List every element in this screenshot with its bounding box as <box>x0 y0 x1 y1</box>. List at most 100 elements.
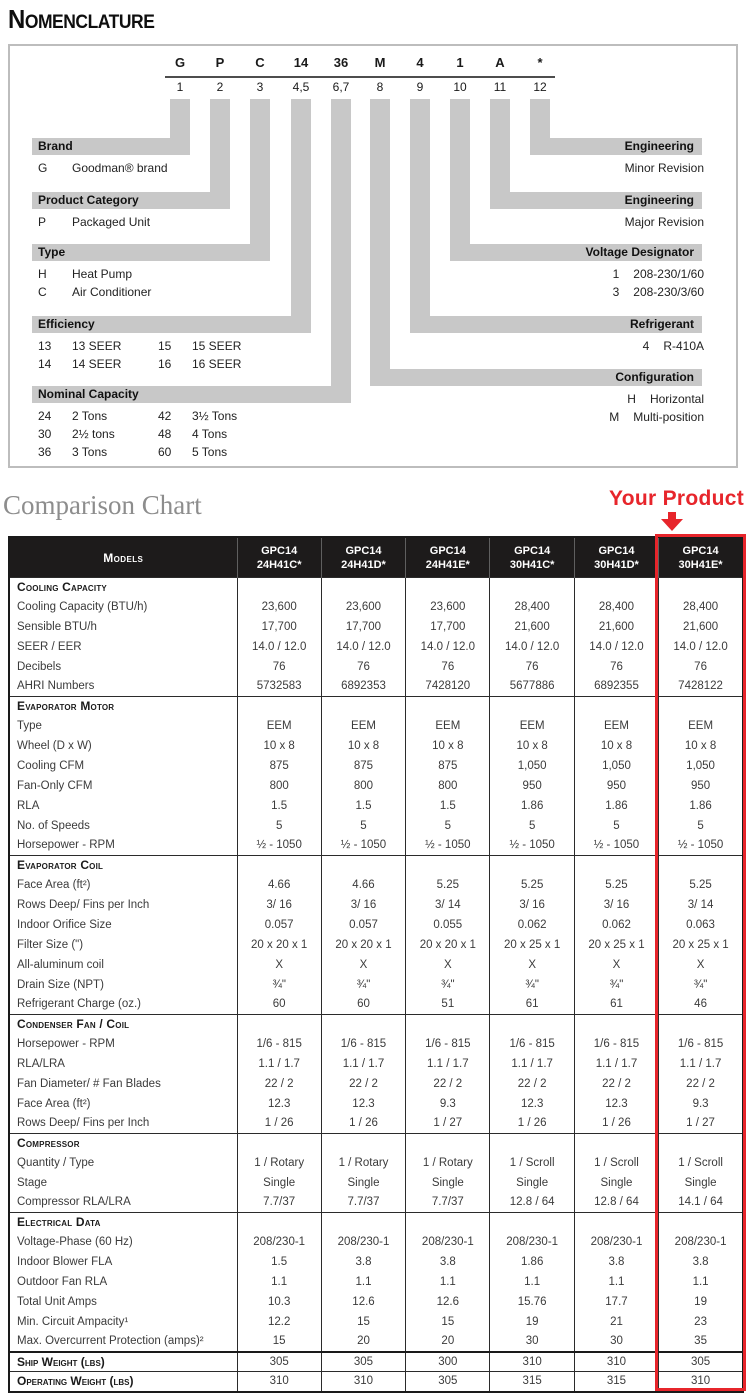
spec-label: RLA <box>17 799 40 812</box>
weight-row: Ship Weight (lbs) 305 305 300 310 310 305 <box>9 1351 743 1372</box>
spec-label: Decibels <box>17 660 62 673</box>
spec-row: Face Area (ft²) 12.3 12.3 9.3 12.3 12.3 9.3 <box>9 1093 743 1114</box>
position-number: 6,7 <box>332 80 350 94</box>
spec-label: Fan-Only CFM <box>17 779 93 792</box>
group-label-bar: Voltage Designator <box>450 244 702 261</box>
model-series: GPC14 <box>682 544 719 557</box>
spec-row: Cooling CFM 875 875 875 1,050 1,050 1,050 <box>9 755 743 776</box>
model-code-char: A <box>495 55 505 70</box>
position-number: 12 <box>533 80 547 94</box>
spec-value <box>236 855 322 875</box>
spec-value: 76 <box>405 656 490 677</box>
spec-value: 14.1 / 64 <box>658 1192 743 1213</box>
spec-value <box>405 1014 490 1034</box>
group-entry: C Air Conditioner <box>38 283 151 301</box>
spec-value: 76 <box>320 656 406 677</box>
spec-row: RLA 1.5 1.5 1.5 1.86 1.86 1.86 <box>9 795 743 816</box>
entry-code: 16 <box>158 357 172 371</box>
weight-row: Operating Weight (lbs) 310 310 305 315 315 310 <box>9 1371 743 1392</box>
spec-value: 1.86 <box>573 795 659 816</box>
group-entry: 16 16 SEER <box>158 355 241 373</box>
spec-value: EEM <box>405 715 490 736</box>
group-entry: 4 R-410A <box>643 337 704 355</box>
spec-value: Single <box>489 1172 575 1193</box>
spec-label: All-aluminum coil <box>17 958 104 971</box>
group-entry: P Packaged Unit <box>38 213 150 231</box>
spec-value: 1.1 <box>320 1271 406 1292</box>
spec-value: 14.0 / 12.0 <box>236 636 322 657</box>
spec-row: Quantity / Type 1 / Rotary 1 / Rotary 1 / R… <box>9 1152 743 1173</box>
spec-label: Sensible BTU/h <box>17 620 97 633</box>
spec-value: 35 <box>658 1331 743 1352</box>
spec-label: Cooling Capacity (BTU/h) <box>17 600 148 613</box>
spec-value: 1.5 <box>320 795 406 816</box>
spec-value: 1,050 <box>658 755 743 776</box>
nomenclature-title-rest: OMENCLATURE <box>24 12 155 33</box>
spec-value: 22 / 2 <box>236 1073 322 1094</box>
entry-description: Heat Pump <box>72 267 133 281</box>
spec-label: Face Area (ft²) <box>17 878 91 891</box>
spec-value: Single <box>236 1172 322 1193</box>
spec-label: Condenser Fan / Coil <box>17 1017 130 1032</box>
spec-value: 3/ 16 <box>320 894 406 915</box>
spec-value: 15 <box>320 1311 406 1332</box>
spec-value: 20 x 20 x 1 <box>236 934 322 955</box>
spec-label: Total Unit Amps <box>17 1295 97 1308</box>
entry-description: Multi-position <box>633 410 704 424</box>
spec-value: 20 x 25 x 1 <box>489 934 575 955</box>
entry-description: 2 Tons <box>72 409 108 423</box>
spec-label: Rows Deep/ Fins per Inch <box>17 1117 150 1130</box>
entry-description: 3½ Tons <box>192 409 238 423</box>
spec-value: 14.0 / 12.0 <box>405 636 490 657</box>
group-entry: 60 5 Tons <box>158 443 227 461</box>
model-column-header: GPC14 30H41D* <box>573 537 659 578</box>
spec-value: 305 <box>320 1351 406 1372</box>
spec-value: 1.1 / 1.7 <box>236 1053 322 1074</box>
spec-value <box>236 1133 322 1153</box>
spec-value: 1.1 <box>236 1271 322 1292</box>
spec-value: 9.3 <box>405 1093 490 1114</box>
spec-label: Fan Diameter/ # Fan Blades <box>17 1077 161 1090</box>
spec-value: 12.3 <box>489 1093 575 1114</box>
group-entry: 36 3 Tons <box>38 443 107 461</box>
spec-label: Indoor Orifice Size <box>17 918 112 931</box>
model-number: 30H41E* <box>678 558 723 571</box>
spec-value: 0.057 <box>236 914 322 935</box>
spec-value <box>236 577 322 597</box>
spec-value: 800 <box>320 775 406 796</box>
spec-value: 14.0 / 12.0 <box>320 636 406 657</box>
entry-code: 1 <box>612 267 620 281</box>
spec-value: 1 / 26 <box>573 1113 659 1134</box>
entry-code: 36 <box>38 445 52 459</box>
spec-value <box>236 696 322 716</box>
spec-value: 310 <box>489 1351 575 1372</box>
spec-value <box>573 855 659 875</box>
model-number: 30H41C* <box>509 558 555 571</box>
spec-value: 1.5 <box>236 1251 322 1272</box>
spec-value: 22 / 2 <box>405 1073 490 1094</box>
spec-row: Max. Overcurrent Protection (amps)² 15 20 2… <box>9 1331 743 1352</box>
entry-description: Goodman® brand <box>72 161 168 175</box>
spec-row: Indoor Blower FLA 1.5 3.8 3.8 1.86 3.8 3.8 <box>9 1251 743 1272</box>
spec-value: 310 <box>320 1371 406 1392</box>
spec-value: Single <box>658 1172 743 1193</box>
spec-value <box>320 1133 406 1153</box>
entry-description: 208-230/1/60 <box>633 267 704 281</box>
model-series: GPC14 <box>598 544 635 557</box>
spec-value: 3/ 14 <box>405 894 490 915</box>
position-number: 10 <box>453 80 467 94</box>
spec-row: Total Unit Amps 10.3 12.6 12.6 15.76 17.7 19 <box>9 1291 743 1312</box>
spec-label: Cooling CFM <box>17 759 85 772</box>
nomenclature-connector-bar <box>210 99 230 208</box>
spec-value <box>405 855 490 875</box>
group-label-bar: Efficiency <box>32 316 311 333</box>
spec-value: 208/230-1 <box>573 1231 659 1252</box>
comparison-table: Models GPC14 24H41C* GPC14 24H41D* GPC14 24H41… <box>8 536 744 1393</box>
entry-description: Minor Revision <box>624 161 704 175</box>
spec-row: Voltage-Phase (60 Hz) 208/230-1 208/230-1 2… <box>9 1231 743 1252</box>
spec-value <box>489 1014 575 1034</box>
spec-value <box>320 1014 406 1034</box>
spec-value: 3/ 16 <box>236 894 322 915</box>
group-label-bar: Refrigerant <box>410 316 702 333</box>
section-header-row: Evaporator Coil <box>9 855 743 875</box>
